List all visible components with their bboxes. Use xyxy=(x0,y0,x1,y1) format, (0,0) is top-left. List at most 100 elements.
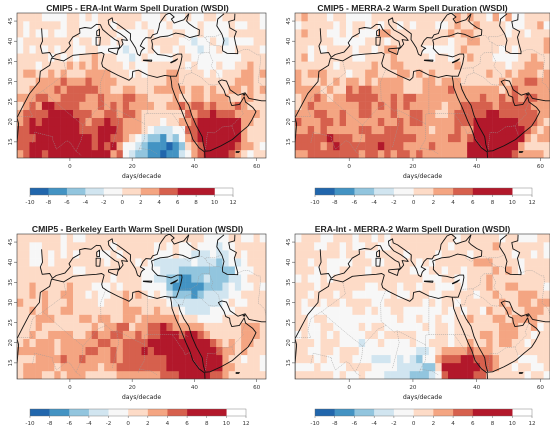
unit-label: days/decade xyxy=(403,394,443,401)
lat-tick-label: 40 xyxy=(286,37,292,45)
lat-tick-label: 20 xyxy=(286,339,292,347)
lat-tick-label: 30 xyxy=(8,298,14,306)
colorbar: -10 -8 -6 -4 -2 0 2 4 6 8 10 12 xyxy=(25,187,237,206)
lon-tick-label: 40 xyxy=(473,164,481,170)
colorbar-tick-label: -2 xyxy=(391,421,397,427)
colorbar-tick-label: 10 xyxy=(223,421,231,427)
colorbar-swatch xyxy=(433,409,454,416)
lat-tick-label: 30 xyxy=(8,77,14,85)
anomaly-grid xyxy=(17,13,266,158)
map-frame xyxy=(294,233,550,380)
colorbar-tick-label: -8 xyxy=(46,200,52,206)
lon-tick-label: 20 xyxy=(409,385,417,391)
colorbar-tick-label: 10 xyxy=(509,421,517,427)
anomaly-grid xyxy=(295,234,550,379)
lat-tick-label: 35 xyxy=(8,278,14,286)
colorbar-tick-label: 6 xyxy=(176,200,180,206)
coastlines xyxy=(17,234,266,379)
colorbar-tick-label: 8 xyxy=(491,200,495,206)
map-frame xyxy=(294,12,550,159)
lat-tick-label: 20 xyxy=(8,118,14,126)
lon-tick-label: 60 xyxy=(253,164,261,170)
panel-title: ERA-Int - MERRA-2 Warm Spell Duration (W… xyxy=(314,224,511,234)
lon-tick-label: 40 xyxy=(473,385,481,391)
lat-tick-label: 35 xyxy=(286,278,292,286)
lat-tick-label: 45 xyxy=(286,17,292,25)
coastlines xyxy=(17,13,266,158)
country-borders xyxy=(295,33,550,156)
colorbar-tick-label: 12 xyxy=(242,421,249,427)
country-borders xyxy=(17,33,266,156)
colorbar-tick-label: 8 xyxy=(194,200,198,206)
colorbar-swatch xyxy=(315,409,335,416)
coastlines xyxy=(295,234,550,379)
lat-tick-label: 45 xyxy=(286,238,292,246)
lon-tick-label: 0 xyxy=(347,164,351,170)
lat-tick-label: 45 xyxy=(8,238,14,246)
lat-tick-label: 25 xyxy=(286,319,292,327)
lat-tick-label: 45 xyxy=(8,17,14,25)
colorbar-tick-label: -8 xyxy=(47,421,53,427)
lat-tick-label: 15 xyxy=(286,138,292,146)
colorbar-tick-label: 2 xyxy=(432,200,436,206)
colorbar-tick-label: 4 xyxy=(451,200,455,206)
panel-title: CMIP5 - Berkeley Earth Warm Spell Durati… xyxy=(31,224,244,234)
colorbar-tick-label: 0 xyxy=(412,421,416,427)
colorbar-tick-label: 4 xyxy=(166,421,170,427)
colorbar-swatch xyxy=(393,409,414,416)
colorbar-tick-label: 2 xyxy=(146,421,150,427)
colorbar-swatch xyxy=(167,409,188,416)
lon-tick-label: 60 xyxy=(253,385,261,391)
colorbar-swatch xyxy=(374,409,395,416)
colorbar-swatch xyxy=(334,188,355,195)
colorbar-tick-label: -2 xyxy=(106,421,112,427)
unit-label: days/decade xyxy=(122,173,162,180)
unit-label: days/decade xyxy=(122,394,162,401)
colorbar-tick-label: 6 xyxy=(471,421,475,427)
colorbar-tick-label: -10 xyxy=(25,421,35,427)
lat-tick-label: 25 xyxy=(286,98,292,106)
colorbar-tick-label: 12 xyxy=(528,421,535,427)
lat-tick-label: 25 xyxy=(8,98,14,106)
colorbar-swatch xyxy=(30,409,50,416)
colorbar-swatch xyxy=(472,409,513,416)
colorbar-swatch xyxy=(48,188,68,195)
colorbar-swatch xyxy=(66,188,86,195)
colorbar-swatch xyxy=(147,409,168,416)
colorbar-swatch xyxy=(187,409,227,416)
colorbar-swatch xyxy=(159,188,178,195)
colorbar-tick-label: 8 xyxy=(491,421,495,427)
colorbar-tick-label: -2 xyxy=(101,200,107,206)
colorbar-swatch xyxy=(140,188,160,195)
lon-tick-label: 20 xyxy=(129,164,137,170)
colorbar-tick-label: -6 xyxy=(66,421,72,427)
lat-tick-label: 15 xyxy=(8,138,14,146)
colorbar-tick-label: -4 xyxy=(371,200,377,206)
lat-tick-label: 40 xyxy=(286,258,292,266)
colorbar-swatch xyxy=(122,188,141,195)
panel-title: CMIP5 - MERRA-2 Warm Spell Duration (WSD… xyxy=(317,3,508,13)
colorbar-tick-label: -4 xyxy=(83,200,89,206)
colorbar-tick-label: 8 xyxy=(205,421,209,427)
colorbar-swatch xyxy=(413,409,434,416)
colorbar-tick-label: -10 xyxy=(25,200,35,206)
colorbar-swatch xyxy=(49,409,70,416)
colorbar-tick-label: 4 xyxy=(451,421,455,427)
lat-tick-label: 15 xyxy=(286,359,292,367)
colorbar-swatch xyxy=(85,188,105,195)
lon-tick-label: 20 xyxy=(129,385,137,391)
colorbar-tick-label: 0 xyxy=(412,200,416,206)
colorbar-tick-label: 12 xyxy=(528,200,535,206)
colorbar-tick-label: -8 xyxy=(332,421,338,427)
lat-tick-label: 30 xyxy=(286,77,292,85)
lon-tick-label: 60 xyxy=(537,385,545,391)
lon-tick-label: 40 xyxy=(191,164,199,170)
colorbar-swatch xyxy=(177,188,215,195)
panel-cmip5-berkeley-earth: CMIP5 - Berkeley Earth Warm Spell Durati… xyxy=(0,221,275,442)
colorbar-tick-label: 10 xyxy=(509,200,517,206)
colorbar-swatch xyxy=(315,188,335,195)
lon-tick-label: 0 xyxy=(68,385,72,391)
colorbar: -10 -8 -6 -4 -2 0 2 4 6 8 10 12 xyxy=(310,408,536,427)
colorbar-tick-label: -6 xyxy=(64,200,70,206)
